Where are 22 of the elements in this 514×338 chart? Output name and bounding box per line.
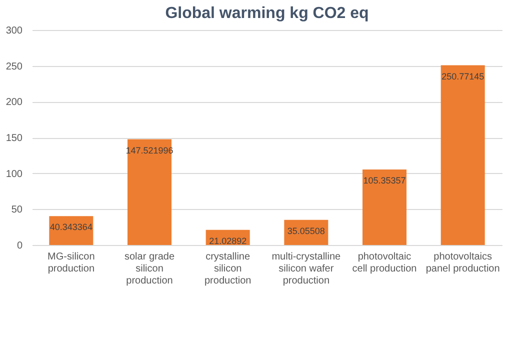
x-tick-label: photovoltaics panel production xyxy=(426,252,500,274)
y-tick-label: 0 xyxy=(16,240,23,252)
chart-title: Global warming kg CO2 eq xyxy=(165,5,369,22)
data-label: 105.35357 xyxy=(363,175,406,186)
y-tick-label: 300 xyxy=(6,26,23,36)
y-tick-label: 250 xyxy=(6,61,23,72)
bar xyxy=(362,169,406,245)
x-tick-label: crystalline silicon production xyxy=(204,252,252,286)
data-label: 250.77145 xyxy=(442,71,484,82)
data-label: 35.05508 xyxy=(287,226,325,236)
y-tick-label: 50 xyxy=(11,204,23,216)
y-tick-label: 200 xyxy=(6,97,23,108)
y-tick-label: 150 xyxy=(6,133,23,144)
y-tick-label: 100 xyxy=(6,168,23,180)
x-tick-label: MG-silicon production xyxy=(48,252,95,274)
bar xyxy=(128,139,172,245)
data-label: 40.343364 xyxy=(50,222,92,232)
x-tick-label: multi-crystalline silicon wafer production xyxy=(272,252,342,286)
bar xyxy=(440,65,485,245)
x-tick-label: photovoltaic cell production xyxy=(352,252,417,274)
x-tick-label: solar grade silicon production xyxy=(124,252,175,286)
data-label: 21.02892 xyxy=(209,236,247,246)
